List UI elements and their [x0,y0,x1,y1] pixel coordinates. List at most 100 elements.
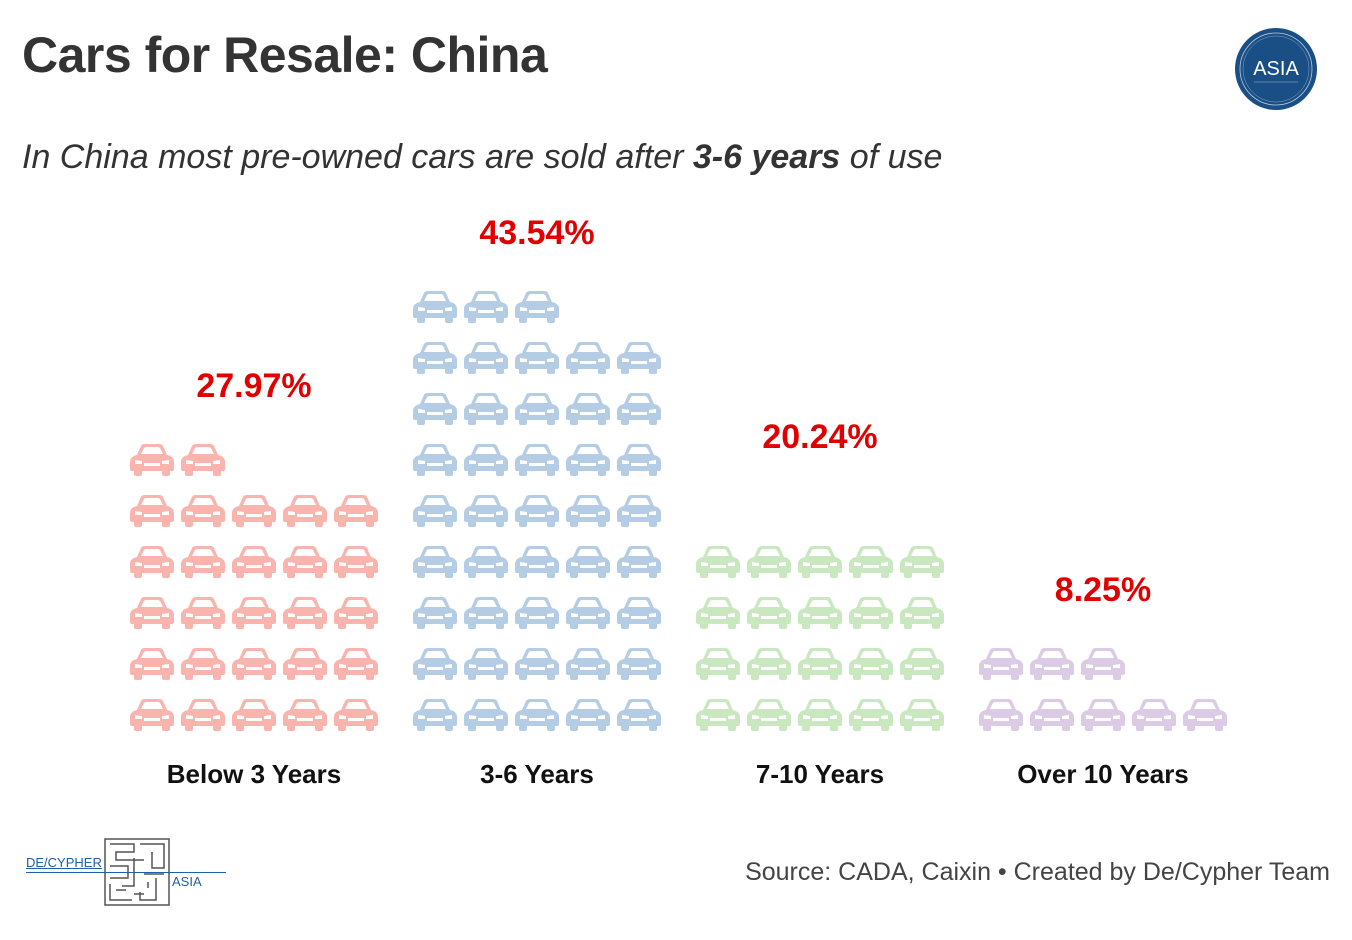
car-icon [464,597,508,629]
car-icon [1081,699,1125,731]
car-icon-partial [566,304,610,323]
car-icon [464,495,508,527]
asia-logo-badge: ASIA [1235,28,1317,110]
value-label: 20.24% [762,418,877,456]
maze-icon [104,838,170,906]
decypher-brand-logo: DE/CYPHER ASIA [26,838,236,908]
car-icon [900,648,944,680]
car-icon [464,291,508,323]
car-icon [413,546,457,578]
car-icon [849,546,893,578]
car-icon [130,495,174,527]
car-icon [747,648,791,680]
car-icon [283,699,327,731]
car-icon [566,597,610,629]
car-icon [334,597,378,629]
car-icon [798,699,842,731]
car-icon [413,597,457,629]
car-icon [334,648,378,680]
car-icon [979,699,1023,731]
car-icon [334,495,378,527]
car-icon [283,648,327,680]
car-icon [900,546,944,578]
car-icon [515,291,559,323]
car-icon [181,648,225,680]
chart-subtitle: In China most pre-owned cars are sold af… [22,138,942,177]
car-icon [1030,699,1074,731]
car-icon [617,444,661,476]
car-icon [566,648,610,680]
car-icon [334,546,378,578]
car-icon [334,699,378,731]
car-icon [515,597,559,629]
car-icon [464,342,508,374]
car-icon [566,393,610,425]
car-icon [283,597,327,629]
car-icon-partial [1132,671,1176,680]
category-group-1 [413,291,661,731]
car-icon [515,495,559,527]
car-icon [130,648,174,680]
category-group-3 [979,648,1227,731]
car-icon [900,597,944,629]
car-icon [130,699,174,731]
car-icon [464,393,508,425]
car-icon [979,648,1023,680]
brand-divider [26,872,226,873]
subtitle-post: of use [840,138,943,176]
car-icon [566,342,610,374]
car-icon [515,648,559,680]
car-icon [515,342,559,374]
logo-text: ASIA [1253,58,1299,80]
car-icon [696,546,740,578]
car-icon-partial [696,518,740,527]
car-icon [747,597,791,629]
car-icon [617,495,661,527]
car-icon [617,597,661,629]
car-icon [566,546,610,578]
car-icon [849,699,893,731]
pictogram-chart: 27.97% Below 3 Years 43.54% 3-6 Years 20.24%… [130,214,1227,789]
car-icon [747,699,791,731]
car-icon [1132,699,1176,731]
car-icon [232,495,276,527]
car-icon [1030,648,1074,680]
car-icon [181,444,225,476]
value-label: 8.25% [1055,571,1151,609]
category-label: Over 10 Years [1017,759,1189,789]
category-label: 3-6 Years [480,759,594,789]
subtitle-pre: In China most pre-owned cars are sold af… [22,138,693,176]
car-icon [464,444,508,476]
car-icon [747,546,791,578]
car-icon [181,495,225,527]
brand-right-text: ASIA [172,874,202,889]
car-icon [181,597,225,629]
car-icon [413,699,457,731]
car-icon [181,546,225,578]
category-group-0 [130,444,378,731]
source-note: Source: CADA, Caixin • Created by De/Cyp… [745,858,1330,886]
car-icon [1081,648,1125,680]
car-icon-partial [232,444,276,476]
car-icon [283,546,327,578]
car-icon [515,699,559,731]
category-label: Below 3 Years [167,759,341,789]
subtitle-emphasis: 3-6 years [692,138,841,176]
car-icon [232,597,276,629]
car-icon [232,648,276,680]
car-icon [413,495,457,527]
value-label: 43.54% [479,214,594,252]
category-group-2 [696,518,944,731]
car-icon [515,444,559,476]
car-icon [232,699,276,731]
car-icon [130,546,174,578]
car-icon [696,699,740,731]
chart-title: Cars for Resale: China [22,27,548,83]
car-icon [798,648,842,680]
car-icon [617,648,661,680]
car-icon [1183,699,1227,731]
car-icon [413,291,457,323]
car-icon [849,648,893,680]
car-icon [464,546,508,578]
car-icon [413,444,457,476]
